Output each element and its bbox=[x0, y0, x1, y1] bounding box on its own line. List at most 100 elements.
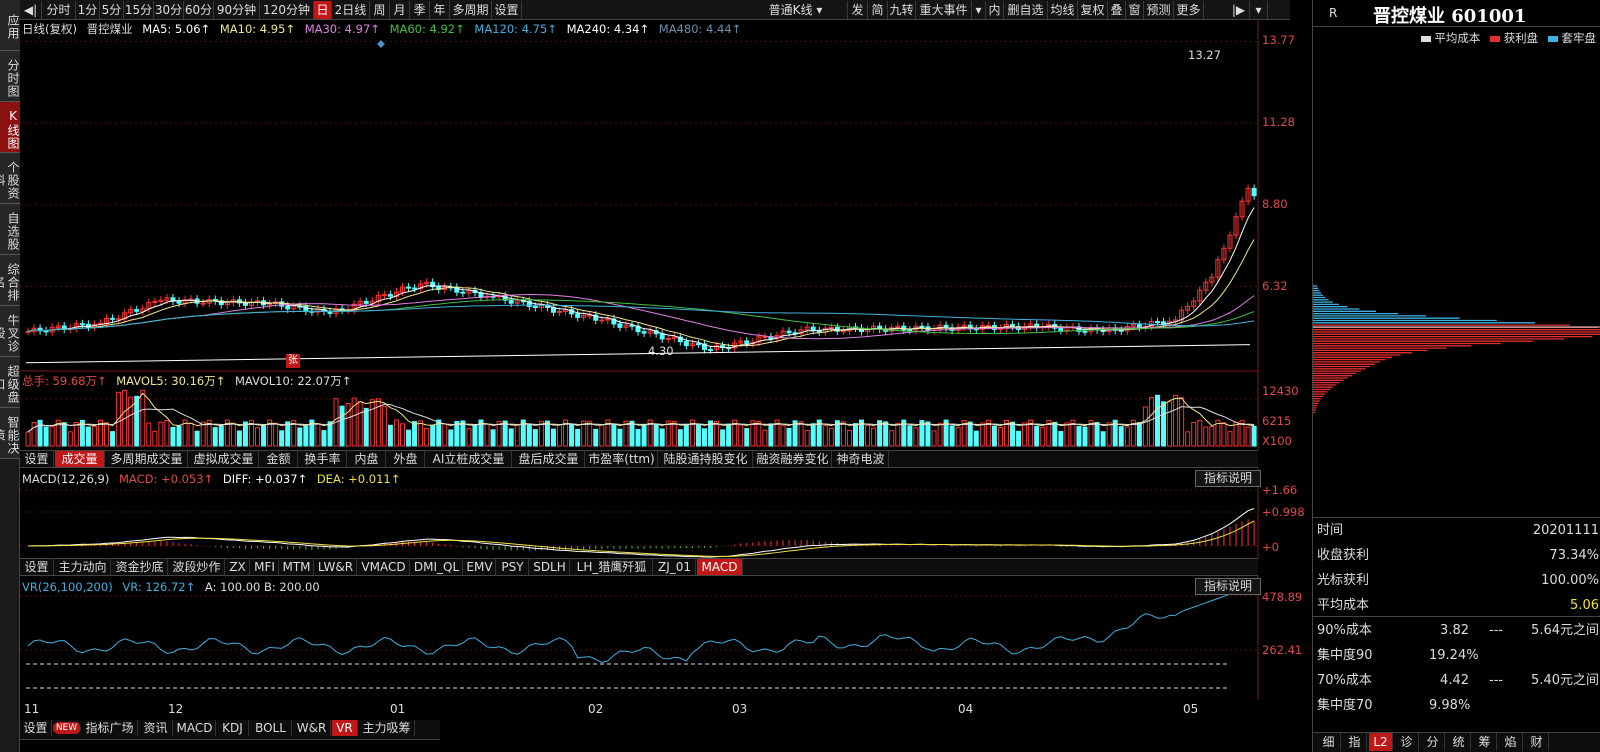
bottom_tabs-tab-6[interactable]: BOLL bbox=[250, 720, 292, 736]
vol_tabs-tab-7[interactable]: 外盘 bbox=[387, 451, 425, 467]
macd-help-button[interactable]: 指标说明 bbox=[1195, 470, 1261, 487]
toolbar-expand-icon[interactable]: ▾ bbox=[1250, 1, 1268, 19]
period-12[interactable]: 季 bbox=[410, 1, 430, 19]
period-6[interactable]: 90分钟 bbox=[214, 1, 260, 19]
vol_tabs-tab-8[interactable]: AI立桩成交量 bbox=[426, 451, 512, 467]
toolbar-toggle-icon[interactable]: ◀| bbox=[20, 1, 42, 19]
ind_tabs-tab-5[interactable]: MFI bbox=[251, 559, 279, 575]
vr-help-button[interactable]: 指标说明 bbox=[1195, 578, 1261, 595]
volume-chart[interactable] bbox=[20, 372, 1290, 450]
panel-tab-6[interactable]: 筹 bbox=[1473, 733, 1497, 751]
ind_tabs-tab-3[interactable]: 波段炒作 bbox=[169, 559, 225, 575]
bottom_tabs-tab-2[interactable]: 指标广场 bbox=[82, 720, 138, 736]
toolbar-btn-13[interactable]: 更多 bbox=[1174, 1, 1204, 19]
ind_tabs-tab-10[interactable]: EMV bbox=[464, 559, 496, 575]
vol_tabs-tab-9[interactable]: 盘后成交量 bbox=[513, 451, 585, 467]
bottom_tabs-tab-7[interactable]: W&R bbox=[293, 720, 331, 736]
diamond-marker[interactable] bbox=[377, 40, 385, 48]
left-tab-8[interactable]: 智能决策 bbox=[0, 408, 20, 459]
left-tab-3[interactable]: 个股资料 bbox=[0, 153, 20, 204]
ind_tabs-tab-11[interactable]: PSY bbox=[497, 559, 529, 575]
panel-tab-1[interactable]: 指 bbox=[1343, 733, 1367, 751]
ind_tabs-tab-4[interactable]: ZX bbox=[226, 559, 250, 575]
left-tab-2[interactable]: K线图 bbox=[0, 102, 20, 153]
ind_tabs-tab-2[interactable]: 资金抄底 bbox=[112, 559, 168, 575]
period-8[interactable]: 日 bbox=[314, 1, 332, 19]
period-11[interactable]: 月 bbox=[390, 1, 410, 19]
ind_tabs-tab-7[interactable]: LW&R bbox=[315, 559, 357, 575]
bottom_tabs-tab-5[interactable]: KDJ bbox=[217, 720, 249, 736]
panel-tab-7[interactable]: 焰 bbox=[1499, 733, 1523, 751]
left-tab-1[interactable]: 分时图 bbox=[0, 51, 20, 102]
ind_tabs-tab-12[interactable]: SDLH bbox=[530, 559, 570, 575]
vol_tabs-tab-3[interactable]: 虚拟成交量 bbox=[189, 451, 259, 467]
ind_tabs-tab-15[interactable]: MACD bbox=[697, 559, 743, 575]
period-10[interactable]: 周 bbox=[370, 1, 390, 19]
period-9[interactable]: 2日线 bbox=[332, 1, 370, 19]
period-7[interactable]: 120分钟 bbox=[260, 1, 314, 19]
ind_tabs-tab-1[interactable]: 主力动向 bbox=[55, 559, 111, 575]
ind_tabs-tab-13[interactable]: LH_猎鹰歼狐 bbox=[571, 559, 653, 575]
toolbar-btn-5[interactable]: ▾ bbox=[972, 1, 986, 19]
toolbar-btn-6[interactable]: 内 bbox=[986, 1, 1004, 19]
event-marker[interactable]: 张 bbox=[286, 354, 300, 368]
ind_tabs-tab-6[interactable]: MTM bbox=[280, 559, 314, 575]
bottom_tabs-tab-1[interactable]: NEW bbox=[53, 722, 81, 734]
toolbar-btn-1[interactable]: 发 bbox=[848, 1, 868, 19]
panel-tab-2[interactable]: L2 bbox=[1369, 733, 1393, 751]
period-3[interactable]: 15分 bbox=[124, 1, 154, 19]
vol_tabs-tab-1[interactable]: 成交量 bbox=[55, 451, 105, 467]
chip-distribution-chart[interactable] bbox=[1313, 46, 1600, 516]
left-tab-5[interactable]: 综合排名 bbox=[0, 255, 20, 306]
toolbar-btn-7[interactable]: 删自选 bbox=[1004, 1, 1048, 19]
chart-area[interactable]: 日线(复权) 晋控煤业 MA5: 5.06↑ MA10: 4.95↑ MA30:… bbox=[20, 20, 1305, 720]
ind_tabs-tab-14[interactable]: ZJ_01 bbox=[654, 559, 696, 575]
bottom_tabs-tab-4[interactable]: MACD bbox=[174, 720, 216, 736]
period-15[interactable]: 设置 bbox=[492, 1, 522, 19]
toolbar-btn-0[interactable]: 普通K线 ▾ bbox=[744, 1, 848, 19]
vol_tabs-tab-13[interactable]: 神奇电波 bbox=[833, 451, 889, 467]
toolbar-btn-10[interactable]: 叠 bbox=[1108, 1, 1126, 19]
left-tab-0[interactable]: 应用 bbox=[0, 0, 20, 51]
panel-tab-4[interactable]: 分 bbox=[1421, 733, 1445, 751]
period-0[interactable]: 分时 bbox=[42, 1, 76, 19]
price-candlestick-chart[interactable] bbox=[20, 20, 1290, 372]
vol_tabs-tab-2[interactable]: 多周期成交量 bbox=[106, 451, 188, 467]
vr-chart[interactable] bbox=[20, 576, 1290, 700]
toolbar-collapse-icon[interactable]: |▶ bbox=[1228, 1, 1250, 19]
panel-tab-5[interactable]: 统 bbox=[1447, 733, 1471, 751]
vol_tabs-tab-10[interactable]: 市盈率(ttm) bbox=[586, 451, 658, 467]
left-tab-4[interactable]: 自选股 bbox=[0, 204, 20, 255]
left-tab-6[interactable]: 牛叉诊股 bbox=[0, 306, 20, 357]
vol_tabs-tab-4[interactable]: 金额 bbox=[260, 451, 298, 467]
period-4[interactable]: 30分 bbox=[154, 1, 184, 19]
vol_tabs-tab-12[interactable]: 融资融券变化 bbox=[754, 451, 832, 467]
vol_tabs-tab-11[interactable]: 陆股通持股变化 bbox=[659, 451, 753, 467]
period-2[interactable]: 5分 bbox=[100, 1, 124, 19]
toolbar-btn-9[interactable]: 复权 bbox=[1078, 1, 1108, 19]
bottom_tabs-tab-3[interactable]: 资讯 bbox=[139, 720, 173, 736]
toolbar-btn-8[interactable]: 均线 bbox=[1048, 1, 1078, 19]
toolbar-btn-11[interactable]: 窗 bbox=[1126, 1, 1144, 19]
toolbar-btn-2[interactable]: 简 bbox=[868, 1, 888, 19]
left-tab-7[interactable]: 超级盘口 bbox=[0, 357, 20, 408]
panel-tab-8[interactable]: 财 bbox=[1525, 733, 1549, 751]
period-1[interactable]: 1分 bbox=[76, 1, 100, 19]
toolbar-btn-3[interactable]: 九转 bbox=[888, 1, 916, 19]
macd-chart[interactable] bbox=[20, 468, 1290, 558]
vol_tabs-tab-5[interactable]: 换手率 bbox=[299, 451, 347, 467]
period-13[interactable]: 年 bbox=[430, 1, 450, 19]
panel-tab-3[interactable]: 诊 bbox=[1395, 733, 1419, 751]
vol_tabs-tab-6[interactable]: 内盘 bbox=[348, 451, 386, 467]
period-5[interactable]: 60分 bbox=[184, 1, 214, 19]
period-14[interactable]: 多周期 bbox=[450, 1, 492, 19]
ind_tabs-tab-9[interactable]: DMI_QL bbox=[411, 559, 463, 575]
ind_tabs-tab-0[interactable]: 设置 bbox=[20, 559, 54, 575]
panel-tab-0[interactable]: 细 bbox=[1317, 733, 1341, 751]
ind_tabs-tab-8[interactable]: VMACD bbox=[358, 559, 410, 575]
bottom_tabs-tab-8[interactable]: VR bbox=[332, 720, 358, 736]
bottom_tabs-tab-0[interactable]: 设置 bbox=[20, 720, 52, 736]
vol_tabs-tab-0[interactable]: 设置 bbox=[20, 451, 54, 467]
toolbar-btn-4[interactable]: 重大事件 bbox=[916, 1, 972, 19]
bottom_tabs-tab-9[interactable]: 主力吸筹 bbox=[359, 720, 415, 736]
